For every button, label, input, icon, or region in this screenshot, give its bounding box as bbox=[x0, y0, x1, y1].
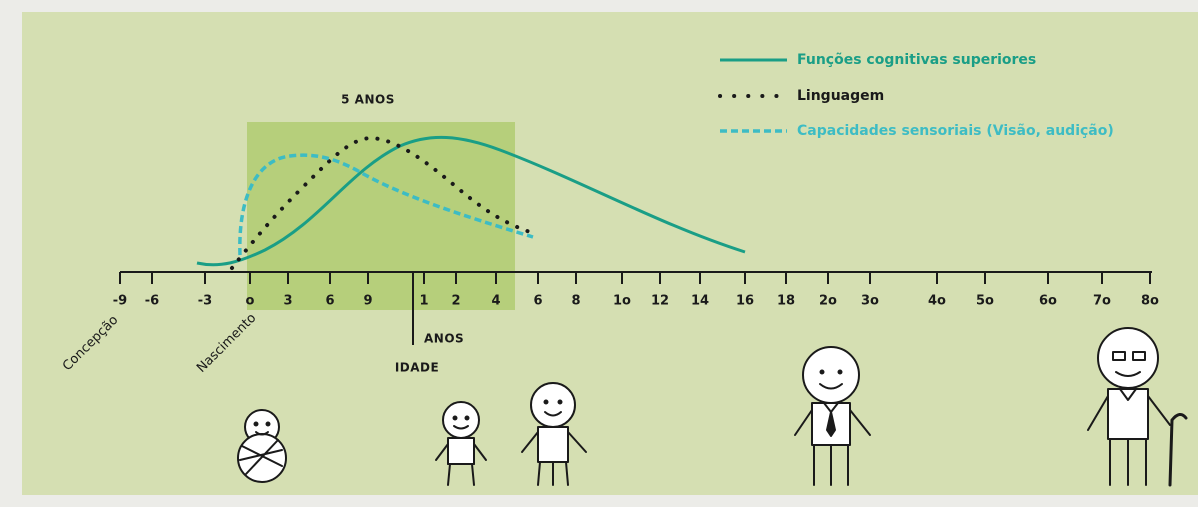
tick-label: 18 bbox=[777, 294, 795, 309]
tick-label: 4 bbox=[491, 294, 500, 309]
language-curve bbox=[230, 135, 532, 270]
tick-label: -6 bbox=[145, 294, 159, 309]
tick-label: o bbox=[246, 294, 255, 309]
tick-label: 8 bbox=[571, 294, 580, 309]
tick-label: 2 bbox=[451, 294, 460, 309]
sensory-curve bbox=[238, 153, 534, 256]
tick-label: 1 bbox=[419, 294, 428, 309]
window-label: 5 ANOS bbox=[341, 93, 395, 107]
tick-label: 2o bbox=[819, 294, 837, 309]
child-icon bbox=[521, 382, 587, 486]
legend-label: Funções cognitivas superiores bbox=[797, 52, 1036, 68]
axis-title: IDADE bbox=[395, 361, 439, 375]
axis-unit: ANOS bbox=[424, 332, 464, 346]
tick-label: 14 bbox=[691, 294, 709, 309]
axis-ticks: -9 -6 -3 o 3 6 9 1 2 4 6 8 1o 12 14 16 18 2o 3o 4o 5o 6o 7o 8o bbox=[113, 272, 1159, 309]
adult-icon bbox=[794, 346, 871, 486]
tick-label: 7o bbox=[1093, 294, 1111, 309]
tick-label: 6 bbox=[325, 294, 334, 309]
legend-label: Linguagem bbox=[797, 88, 884, 104]
cognitive-curve bbox=[196, 135, 746, 267]
panel bbox=[22, 12, 1198, 495]
tick-label: 1o bbox=[613, 294, 631, 309]
tick-label: 4o bbox=[928, 294, 946, 309]
baby-icon bbox=[237, 409, 287, 483]
tick-label: 6o bbox=[1039, 294, 1057, 309]
tick-label: -3 bbox=[198, 294, 212, 309]
tick-label: -9 bbox=[113, 294, 127, 309]
tick-label: 16 bbox=[736, 294, 754, 309]
legend-label: Capacidades sensoriais (Visão, audição) bbox=[797, 123, 1114, 139]
elder-icon bbox=[1087, 327, 1188, 487]
tick-label: 3 bbox=[283, 294, 292, 309]
tick-label: 5o bbox=[976, 294, 994, 309]
tick-label: 9 bbox=[363, 294, 372, 309]
tick-label: 3o bbox=[861, 294, 879, 309]
legend: Funções cognitivas superiores Linguagem … bbox=[718, 52, 1114, 139]
tick-label: 6 bbox=[533, 294, 542, 309]
tick-label: 8o bbox=[1141, 294, 1159, 309]
tick-label: 12 bbox=[651, 294, 669, 309]
toddler-icon bbox=[435, 401, 487, 486]
